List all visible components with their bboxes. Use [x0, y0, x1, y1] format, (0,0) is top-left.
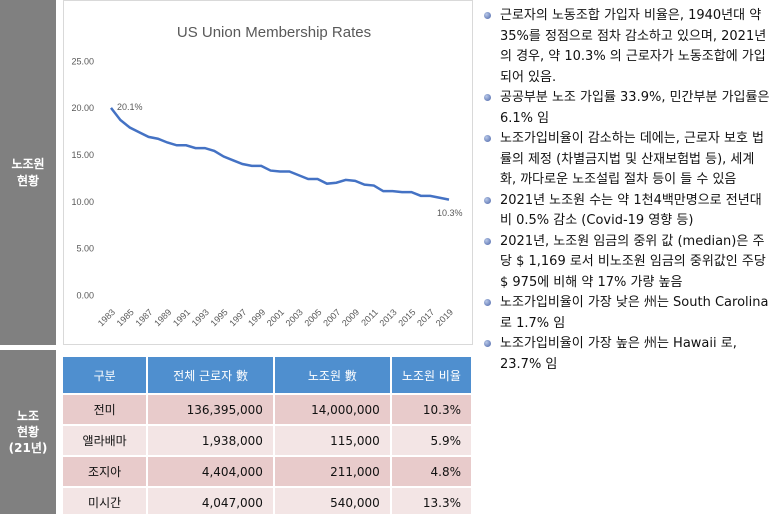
- x-tick-label: 1987: [133, 307, 154, 328]
- table-cell: 조지아: [63, 457, 149, 486]
- chart: US Union Membership Rates 0.00 5.00 10.00 1…: [63, 0, 473, 345]
- table-row: 앨라배마 1,938,000 115,000 5.9%: [63, 426, 473, 455]
- table-cell: 전미: [63, 395, 149, 424]
- x-tick-label: 2011: [359, 307, 380, 328]
- bullet-list: 근로자의 노동조합 가입자 비율은, 1940년대 약 35%를 정점으로 점차…: [480, 6, 770, 375]
- table-cell: 4,047,000: [148, 488, 275, 514]
- bullet-item: 2021년, 노조원 임금의 중위 값 (median)은 주당 $ 1,169…: [480, 232, 770, 294]
- y-tick-label: 25.00: [71, 56, 94, 66]
- bullet-item: 공공부분 노조 가입률 33.9%, 민간부분 가입률은 6.1% 임: [480, 88, 770, 129]
- data-label: 20.1%: [117, 102, 143, 112]
- x-tick-label: 1989: [152, 307, 173, 328]
- table-cell: 1,938,000: [148, 426, 275, 455]
- x-tick-label: 2009: [340, 307, 361, 328]
- bullet-item: 2021년 노조원 수는 약 1천4백만명으로 전년대비 0.5% 감소 (Co…: [480, 191, 770, 232]
- table-row: 조지아 4,404,000 211,000 4.8%: [63, 457, 473, 486]
- x-tick-label: 2013: [378, 307, 399, 328]
- y-tick-label: 15.00: [71, 150, 94, 160]
- table-cell: 5.9%: [391, 426, 473, 455]
- table-cell: 4.8%: [391, 457, 473, 486]
- x-tick-label: 1993: [190, 307, 211, 328]
- bullet-item: 근로자의 노동조합 가입자 비율은, 1940년대 약 35%를 정점으로 점차…: [480, 6, 770, 88]
- x-tick-label: 2019: [434, 307, 455, 328]
- bullet-item: 노조가입비율이 가장 낮은 州는 South Carolina 로 1.7% 임: [480, 293, 770, 334]
- bullet-item: 노조가입비율이 감소하는 데에는, 근로자 보호 법률의 제정 (차별금지법 및…: [480, 129, 770, 191]
- table-row: 미시간 4,047,000 540,000 13.3%: [63, 488, 473, 514]
- line: [110, 107, 450, 201]
- x-tick-label: 2015: [396, 307, 417, 328]
- x-tick-label: 2005: [302, 307, 323, 328]
- table-cell: 115,000: [274, 426, 392, 455]
- table-cell: 13.3%: [391, 488, 473, 514]
- data-label: 10.3%: [437, 208, 463, 218]
- x-tick-label: 1983: [96, 307, 117, 328]
- x-tick-label: 1999: [246, 307, 267, 328]
- x-tick-label: 2007: [321, 307, 342, 328]
- x-tick-label: 2003: [284, 307, 305, 328]
- table-header-cell: 구분: [63, 357, 149, 393]
- y-tick-label: 5.00: [76, 244, 94, 254]
- table-cell: 540,000: [274, 488, 392, 514]
- table-row: 전미 136,395,000 14,000,000 10.3%: [63, 395, 473, 424]
- table-cell: 211,000: [274, 457, 392, 486]
- table-cell: 14,000,000: [274, 395, 392, 424]
- table-cell: 앨라배마: [63, 426, 149, 455]
- y-tick-label: 10.00: [71, 197, 94, 207]
- sidebar-label: 노조 현황 (21년): [0, 350, 56, 514]
- x-tick-label: 1985: [115, 307, 136, 328]
- y-tick-label: 0.00: [76, 290, 94, 300]
- chart-title: US Union Membership Rates: [177, 24, 371, 41]
- table-cell: 136,395,000: [148, 395, 275, 424]
- y-tick-label: 20.00: [71, 103, 94, 113]
- table-cell: 4,404,000: [148, 457, 275, 486]
- table-header-cell: 전체 근로자 數: [148, 357, 275, 393]
- table-cell: 10.3%: [391, 395, 473, 424]
- table-header-cell: 노조원 비율: [391, 357, 473, 393]
- x-tick-label: 1995: [209, 307, 230, 328]
- table-header-cell: 노조원 數: [274, 357, 392, 393]
- table: 구분 전체 근로자 數 노조원 數 노조원 비율 전미 136,395,000 14,000…: [63, 355, 473, 514]
- x-tick-label: 1997: [227, 307, 248, 328]
- bullet-item: 노조가입비율이 가장 높은 州는 Hawaii 로, 23.7% 임: [480, 334, 770, 375]
- table-cell: 미시간: [63, 488, 149, 514]
- x-tick-label: 2017: [415, 307, 436, 328]
- x-tick-label: 1991: [171, 307, 192, 328]
- x-tick-label: 2001: [265, 307, 286, 328]
- sidebar-label: 노조원 현황: [0, 0, 56, 345]
